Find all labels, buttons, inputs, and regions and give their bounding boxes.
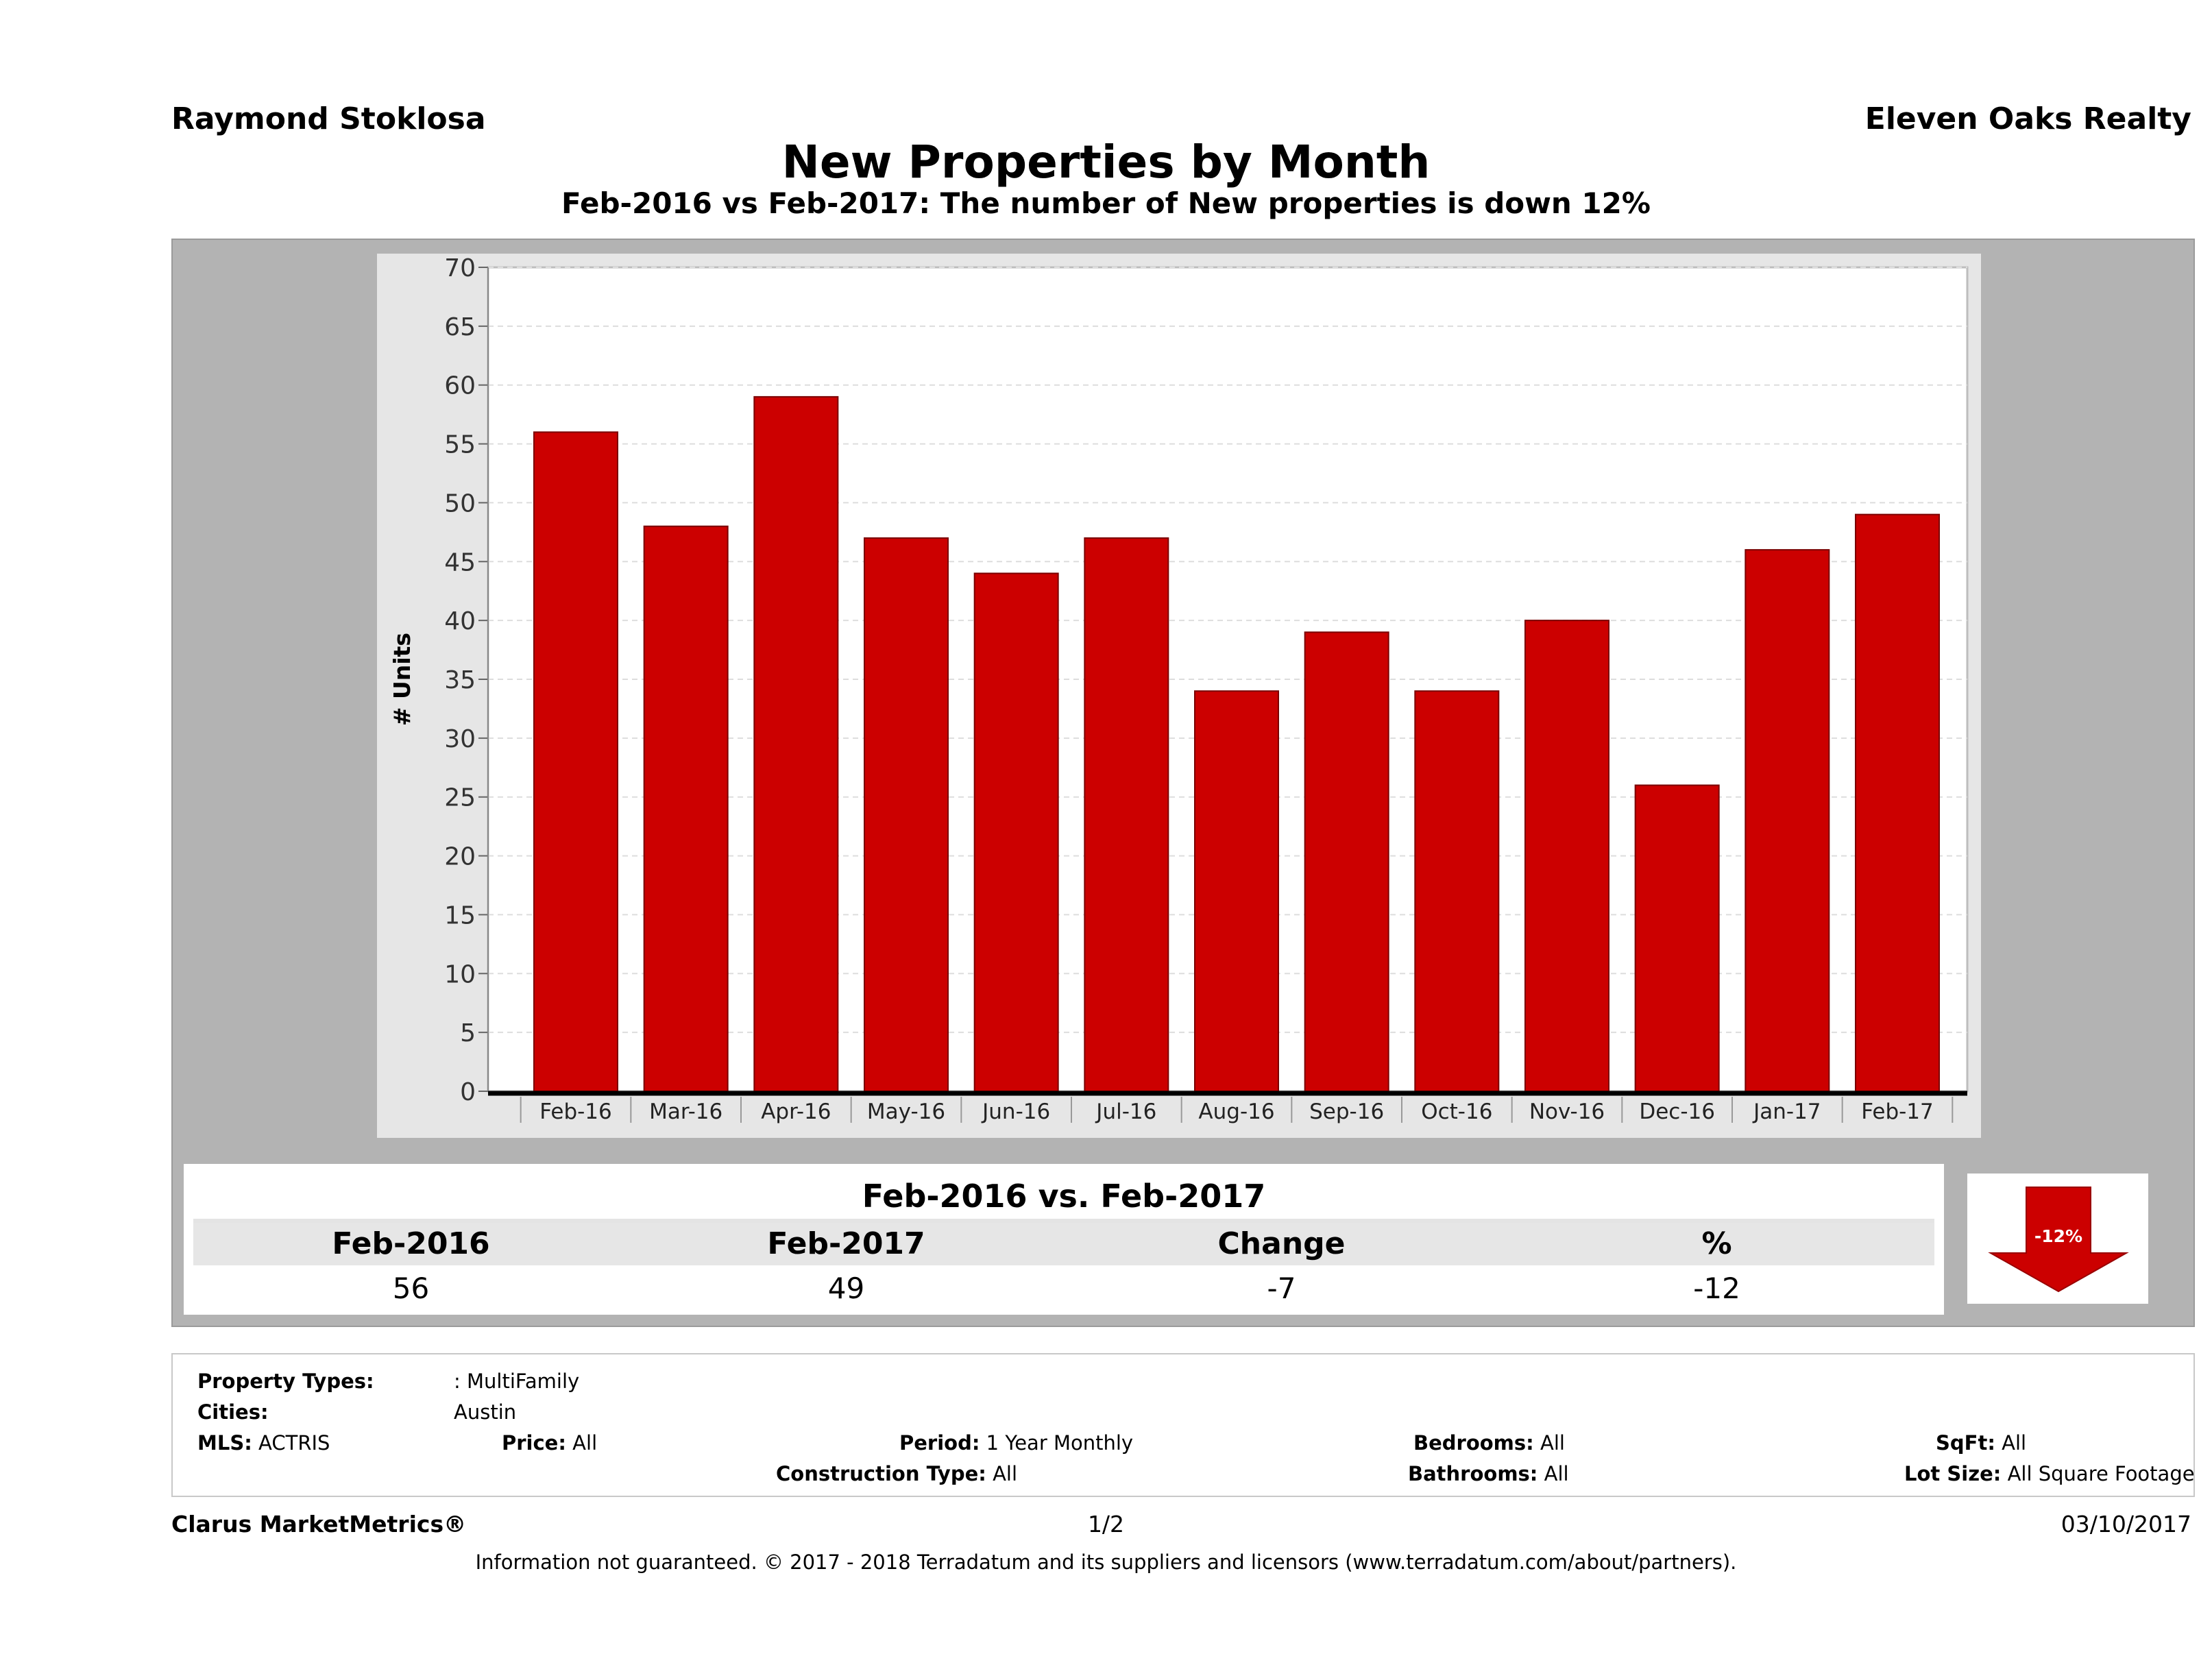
- bedrooms-value: All: [1540, 1431, 1565, 1455]
- bar: [643, 525, 729, 1092]
- price-value: All: [572, 1431, 598, 1455]
- lot-size-label: Lot Size:: [1904, 1462, 2002, 1485]
- x-tick-label: Aug-16: [1198, 1099, 1274, 1124]
- y-tick-label: 70: [444, 254, 476, 282]
- y-tick-label: 20: [444, 843, 476, 871]
- sqft-label: SqFt:: [1936, 1431, 1995, 1455]
- summary-value-prev: 56: [392, 1272, 430, 1305]
- summary-label-prev: Feb-2016: [332, 1226, 490, 1261]
- summary-value-change: -7: [1267, 1272, 1296, 1305]
- chart-subtitle: Feb-2016 vs Feb-2017: The number of New …: [561, 186, 1651, 220]
- criteria-panel: Property Types: : MultiFamily Cities: Au…: [171, 1353, 2195, 1497]
- y-tick-label: 25: [444, 784, 476, 812]
- page-number: 1/2: [1087, 1511, 1125, 1537]
- summary-label-percent: %: [1701, 1226, 1732, 1261]
- y-tick-label: 35: [444, 666, 476, 694]
- property-types-value: : MultiFamily: [454, 1370, 580, 1393]
- lot-size-value: All Square Footage: [2007, 1462, 2195, 1485]
- construction-label: Construction Type:: [776, 1462, 986, 1485]
- cities-value: Austin: [454, 1400, 517, 1424]
- x-tick-label: Sep-16: [1309, 1099, 1384, 1124]
- bar: [753, 396, 839, 1092]
- bar: [1084, 537, 1169, 1092]
- change-badge-text: -12%: [2034, 1226, 2082, 1246]
- x-tick-label: Jan-17: [1752, 1099, 1821, 1124]
- mls-label: MLS:: [197, 1431, 252, 1455]
- y-tick-label: 50: [444, 489, 476, 518]
- sqft-value: All: [2002, 1431, 2027, 1455]
- x-tick-label: Apr-16: [761, 1099, 831, 1124]
- bar-chart: 0 5 10 15 20 25 30 35 40 45 50 55 60 65 70 # Units Feb-1…: [389, 254, 1969, 1124]
- bar: [1855, 513, 1940, 1093]
- x-tick-label: Mar-16: [649, 1099, 722, 1124]
- report-date: 03/10/2017: [2061, 1511, 2191, 1537]
- y-tick-label: 15: [444, 901, 476, 929]
- y-tick-label: 10: [444, 960, 476, 988]
- y-axis-title: # Units: [389, 633, 415, 726]
- x-tick-label: Jun-16: [981, 1099, 1050, 1124]
- down-arrow-icon: -12%: [1988, 1187, 2129, 1293]
- bar: [973, 572, 1059, 1092]
- x-tick-label: May-16: [867, 1099, 945, 1124]
- bar: [1194, 690, 1279, 1092]
- mls-value: ACTRIS: [258, 1431, 330, 1455]
- construction-value: All: [993, 1462, 1018, 1485]
- company-name: Eleven Oaks Realty: [1864, 101, 2191, 136]
- y-tick-label: 40: [444, 607, 476, 635]
- chart-panel: 0 5 10 15 20 25 30 35 40 45 50 55 60 65 70 # Units Feb-1…: [377, 254, 1981, 1138]
- price-label: Price:: [502, 1431, 566, 1455]
- chart-title: New Properties by Month: [781, 136, 1431, 189]
- change-indicator: -12%: [1967, 1174, 2148, 1304]
- bathrooms-value: All: [1544, 1462, 1569, 1485]
- x-tick-label: Feb-17: [1861, 1099, 1934, 1124]
- summary-values-row: 56 49 -7 -12: [193, 1269, 1934, 1308]
- summary-labels-row: Feb-2016 Feb-2017 Change %: [193, 1223, 1934, 1265]
- x-tick-label: Feb-16: [539, 1099, 612, 1124]
- summary-heading: Feb-2016 vs. Feb-2017: [193, 1174, 1934, 1223]
- summary-label-curr: Feb-2017: [767, 1226, 925, 1261]
- summary-value-curr: 49: [827, 1272, 865, 1305]
- x-tick-label: Dec-16: [1639, 1099, 1715, 1124]
- disclaimer: Information not guaranteed. © 2017 - 201…: [475, 1551, 1737, 1574]
- summary-value-percent: -12: [1693, 1272, 1740, 1305]
- bar: [864, 537, 949, 1092]
- y-tick-label: 65: [444, 313, 476, 341]
- bathrooms-label: Bathrooms:: [1408, 1462, 1538, 1485]
- bar: [1304, 631, 1389, 1092]
- bar: [1634, 784, 1720, 1092]
- cities-label: Cities:: [197, 1400, 269, 1424]
- x-tick-label: Jul-16: [1095, 1099, 1156, 1124]
- y-tick-label: 60: [444, 372, 476, 400]
- y-tick-label: 30: [444, 725, 476, 753]
- bar: [533, 431, 618, 1092]
- summary-label-change: Change: [1217, 1226, 1346, 1261]
- agent-name: Raymond Stoklosa: [171, 101, 486, 136]
- x-tick-label: Oct-16: [1421, 1099, 1492, 1124]
- brand-label: Clarus MarketMetrics®: [171, 1511, 467, 1537]
- bar: [1745, 549, 1830, 1093]
- period-value: 1 Year Monthly: [986, 1431, 1134, 1455]
- y-tick-label: 0: [460, 1078, 476, 1106]
- y-tick-label: 5: [460, 1019, 476, 1047]
- bar: [1414, 690, 1500, 1092]
- period-label: Period:: [899, 1431, 980, 1455]
- bar: [1524, 620, 1609, 1092]
- property-types-label: Property Types:: [197, 1370, 374, 1393]
- bedrooms-label: Bedrooms:: [1413, 1431, 1534, 1455]
- y-tick-label: 55: [444, 431, 476, 459]
- x-tick-label: Nov-16: [1529, 1099, 1605, 1124]
- y-tick-label: 45: [444, 548, 476, 576]
